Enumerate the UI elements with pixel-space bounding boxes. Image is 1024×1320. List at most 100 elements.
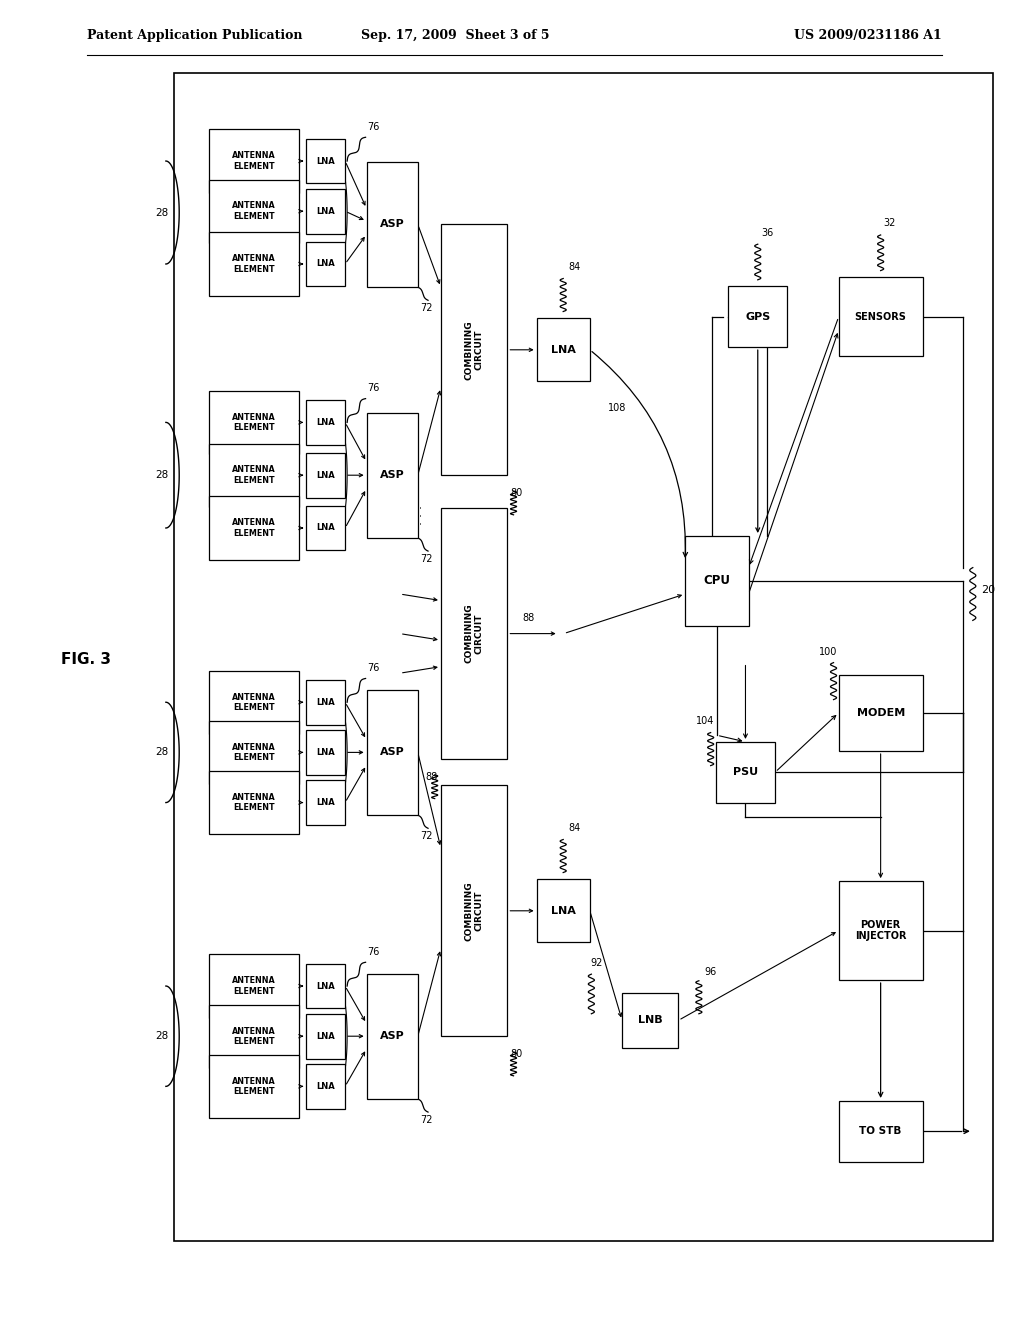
Text: LNA: LNA [316, 748, 335, 756]
Text: ASP: ASP [380, 470, 404, 480]
Text: 88: 88 [523, 612, 535, 623]
Text: ANTENNA
ELEMENT: ANTENNA ELEMENT [232, 693, 275, 711]
Text: ANTENNA
ELEMENT: ANTENNA ELEMENT [232, 977, 275, 995]
Text: PSU: PSU [733, 767, 758, 777]
FancyBboxPatch shape [209, 771, 299, 834]
FancyBboxPatch shape [839, 882, 923, 979]
Text: 88: 88 [426, 772, 438, 783]
FancyBboxPatch shape [306, 780, 345, 825]
FancyBboxPatch shape [367, 162, 418, 288]
Text: LNA: LNA [316, 799, 335, 807]
FancyBboxPatch shape [306, 964, 345, 1008]
FancyBboxPatch shape [537, 879, 590, 942]
FancyBboxPatch shape [440, 224, 508, 475]
Text: . . .: . . . [412, 504, 425, 525]
Text: 36: 36 [761, 227, 773, 238]
Text: SENSORS: SENSORS [855, 312, 906, 322]
FancyBboxPatch shape [306, 242, 345, 286]
Text: LNA: LNA [316, 418, 335, 426]
FancyBboxPatch shape [716, 742, 775, 803]
Text: LNA: LNA [316, 207, 335, 215]
Text: 76: 76 [368, 383, 380, 393]
FancyBboxPatch shape [839, 675, 923, 751]
Text: 76: 76 [368, 121, 380, 132]
Text: 28: 28 [156, 207, 169, 218]
Text: GPS: GPS [745, 312, 770, 322]
Text: 84: 84 [568, 822, 581, 833]
FancyBboxPatch shape [306, 400, 345, 445]
Text: ANTENNA
ELEMENT: ANTENNA ELEMENT [232, 202, 275, 220]
Text: ANTENNA
ELEMENT: ANTENNA ELEMENT [232, 413, 275, 432]
Text: 76: 76 [368, 946, 380, 957]
FancyBboxPatch shape [306, 730, 345, 775]
Text: ANTENNA
ELEMENT: ANTENNA ELEMENT [232, 152, 275, 170]
Text: ANTENNA
ELEMENT: ANTENNA ELEMENT [232, 793, 275, 812]
Text: COMBINING
CIRCUIT: COMBINING CIRCUIT [465, 880, 483, 941]
Text: 96: 96 [705, 966, 716, 977]
Text: 80: 80 [511, 488, 522, 499]
FancyBboxPatch shape [306, 1014, 345, 1059]
Text: 72: 72 [420, 554, 432, 564]
FancyBboxPatch shape [839, 1101, 923, 1162]
FancyBboxPatch shape [537, 318, 590, 381]
Text: CPU: CPU [703, 574, 730, 587]
Text: ASP: ASP [380, 747, 404, 758]
Text: 72: 72 [420, 832, 432, 841]
FancyBboxPatch shape [623, 993, 679, 1048]
Text: ASP: ASP [380, 219, 404, 230]
FancyBboxPatch shape [209, 1005, 299, 1068]
Text: 72: 72 [420, 1114, 432, 1125]
FancyBboxPatch shape [367, 412, 418, 539]
Text: FIG. 3: FIG. 3 [61, 652, 112, 668]
FancyBboxPatch shape [306, 680, 345, 725]
Text: ANTENNA
ELEMENT: ANTENNA ELEMENT [232, 255, 275, 273]
Text: US 2009/0231186 A1: US 2009/0231186 A1 [795, 29, 942, 42]
FancyBboxPatch shape [209, 721, 299, 784]
FancyBboxPatch shape [440, 785, 508, 1036]
Text: TO STB: TO STB [859, 1126, 902, 1137]
FancyBboxPatch shape [306, 1064, 345, 1109]
Text: 20: 20 [981, 585, 995, 595]
FancyBboxPatch shape [209, 1055, 299, 1118]
FancyBboxPatch shape [209, 232, 299, 296]
FancyBboxPatch shape [209, 444, 299, 507]
FancyBboxPatch shape [440, 508, 508, 759]
Text: 72: 72 [420, 304, 432, 313]
Text: LNA: LNA [551, 906, 575, 916]
Text: 84: 84 [568, 261, 581, 272]
FancyBboxPatch shape [306, 189, 345, 234]
FancyBboxPatch shape [209, 496, 299, 560]
Text: 108: 108 [608, 403, 627, 413]
Text: LNA: LNA [316, 260, 335, 268]
Text: 100: 100 [819, 647, 838, 657]
Text: LNA: LNA [316, 157, 335, 165]
Text: LNA: LNA [316, 698, 335, 706]
FancyBboxPatch shape [174, 73, 993, 1241]
Text: ANTENNA
ELEMENT: ANTENNA ELEMENT [232, 466, 275, 484]
Text: LNA: LNA [316, 471, 335, 479]
Text: ANTENNA
ELEMENT: ANTENNA ELEMENT [232, 1077, 275, 1096]
FancyBboxPatch shape [209, 954, 299, 1018]
FancyBboxPatch shape [306, 139, 345, 183]
FancyBboxPatch shape [367, 689, 418, 814]
Text: ASP: ASP [380, 1031, 404, 1041]
Text: 104: 104 [696, 715, 715, 726]
Text: LNA: LNA [316, 1032, 335, 1040]
FancyBboxPatch shape [209, 671, 299, 734]
Text: 28: 28 [156, 470, 169, 480]
Text: 28: 28 [156, 747, 169, 758]
Text: LNA: LNA [316, 982, 335, 990]
Text: LNA: LNA [316, 1082, 335, 1090]
Text: Patent Application Publication: Patent Application Publication [87, 29, 302, 42]
Text: MODEM: MODEM [856, 708, 905, 718]
FancyBboxPatch shape [306, 453, 345, 498]
FancyBboxPatch shape [839, 277, 923, 356]
Text: LNA: LNA [551, 345, 575, 355]
Text: ANTENNA
ELEMENT: ANTENNA ELEMENT [232, 1027, 275, 1045]
Text: 80: 80 [511, 1049, 522, 1060]
Text: COMBINING
CIRCUIT: COMBINING CIRCUIT [465, 319, 483, 380]
Text: 28: 28 [156, 1031, 169, 1041]
Text: LNA: LNA [316, 524, 335, 532]
FancyBboxPatch shape [209, 391, 299, 454]
Text: Sep. 17, 2009  Sheet 3 of 5: Sep. 17, 2009 Sheet 3 of 5 [361, 29, 550, 42]
